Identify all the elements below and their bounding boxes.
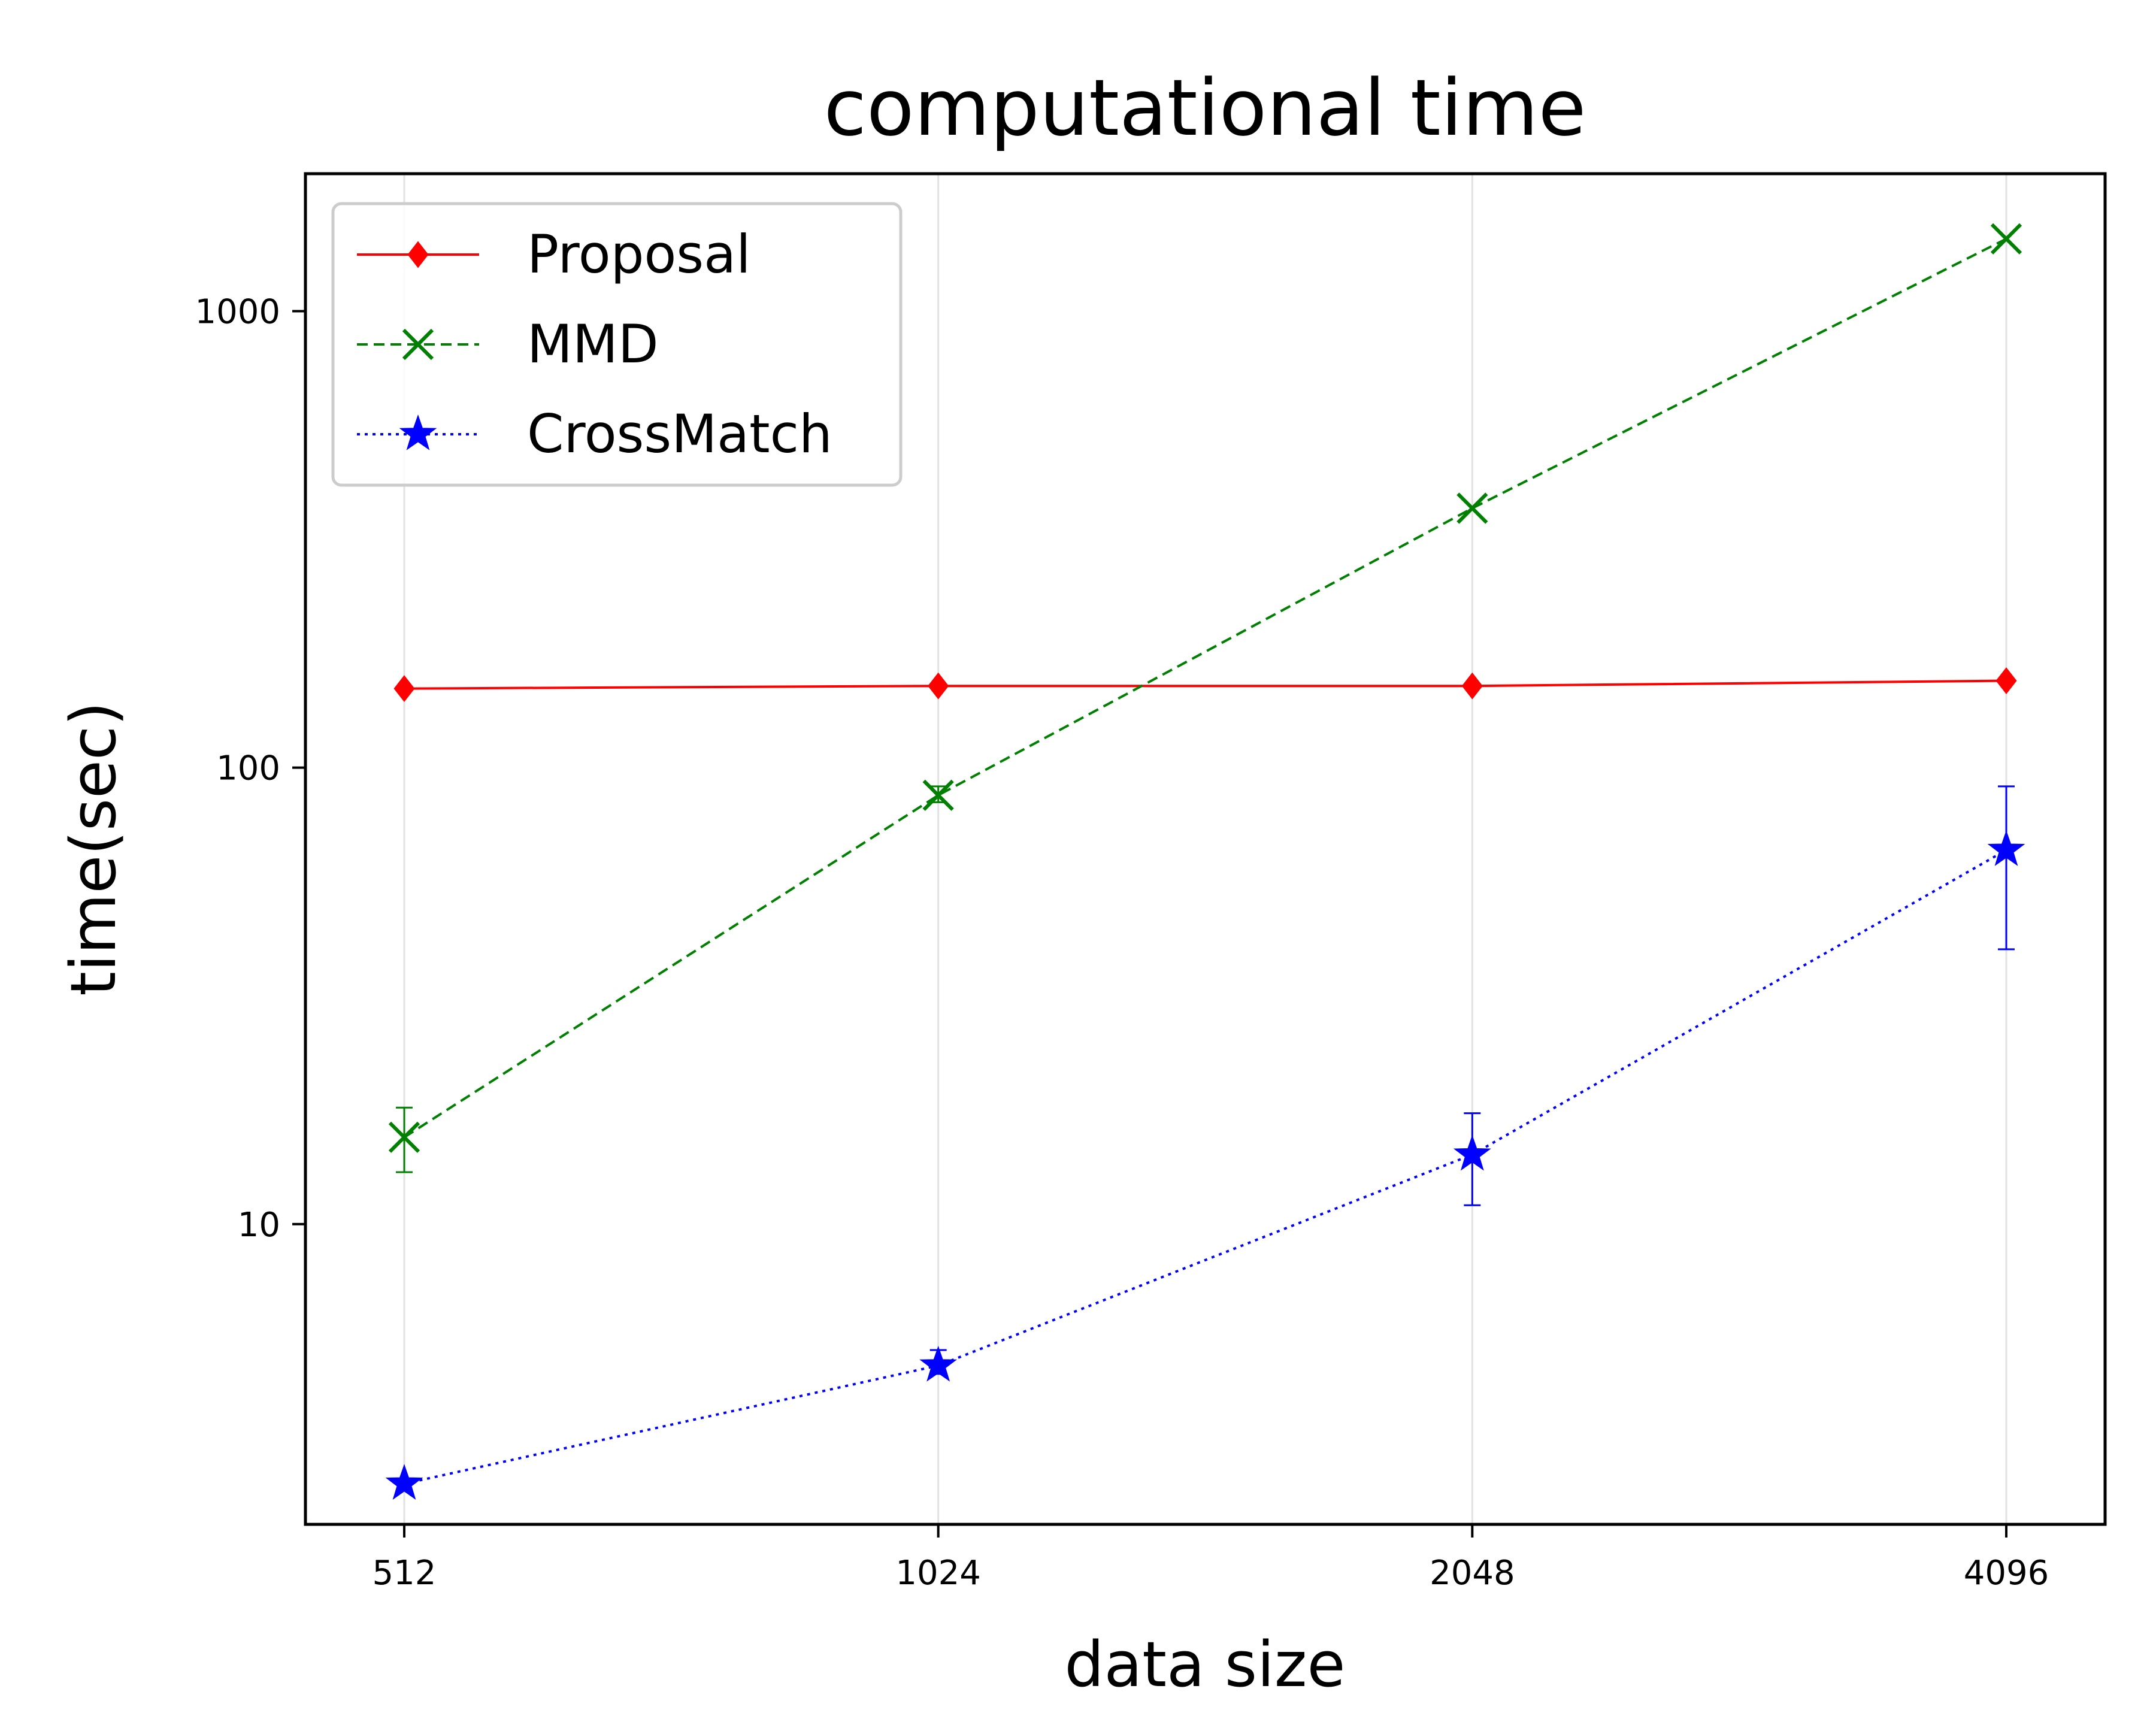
x-tick-label: 512 — [373, 1554, 437, 1593]
x-tick-label: 4096 — [1964, 1554, 2049, 1593]
data-point — [1456, 492, 1488, 524]
series-crossmatch — [385, 785, 2025, 1500]
legend: Proposal MMD CrossMatch — [331, 202, 903, 487]
legend-marker — [399, 414, 437, 450]
x-tick-label: 2048 — [1430, 1554, 1515, 1593]
error-bar — [396, 1106, 413, 1173]
data-point — [388, 1121, 420, 1153]
series-line — [404, 849, 2007, 1485]
error-bar — [1998, 785, 2015, 951]
series-line — [404, 679, 2007, 690]
legend-label: Proposal — [527, 223, 751, 285]
legend-label: CrossMatch — [527, 403, 832, 465]
axis-ticks: 512 1024 2048 4096 10 100 1000 — [195, 292, 2049, 1593]
data-point — [1995, 667, 2017, 694]
data-point — [1453, 1134, 1491, 1171]
data-point — [385, 1464, 423, 1500]
x-axis-label: data size — [1065, 1628, 1346, 1701]
y-tick-label: 1000 — [195, 292, 280, 331]
y-tick-label: 100 — [216, 749, 280, 788]
series-proposal — [393, 667, 2017, 703]
legend-box — [331, 202, 903, 487]
legend-label: MMD — [527, 313, 659, 375]
plot-frame — [304, 172, 2107, 1526]
x-tick-label: 1024 — [895, 1554, 981, 1593]
data-point — [393, 675, 415, 703]
data-point — [919, 1345, 958, 1382]
data-point — [1990, 223, 2022, 255]
legend-marker — [402, 328, 434, 361]
data-point — [1461, 672, 1483, 700]
data-point — [928, 672, 949, 700]
series-layer — [385, 223, 2025, 1500]
chart-title: computational time — [823, 62, 1586, 153]
data-point — [922, 779, 954, 811]
series-mmd — [388, 223, 2022, 1173]
data-point — [1987, 830, 2025, 866]
y-tick-label: 10 — [238, 1206, 280, 1245]
y-axis-label: time(sec) — [57, 701, 130, 995]
legend-marker — [407, 241, 429, 268]
